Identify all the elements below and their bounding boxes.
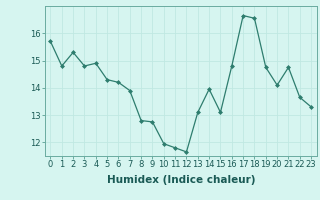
X-axis label: Humidex (Indice chaleur): Humidex (Indice chaleur) bbox=[107, 175, 255, 185]
